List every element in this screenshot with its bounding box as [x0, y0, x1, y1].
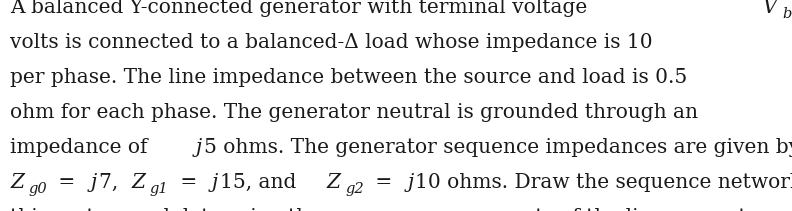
Text: Z: Z: [10, 173, 25, 192]
Text: g2: g2: [345, 182, 364, 196]
Text: bc: bc: [782, 7, 792, 20]
Text: 7,: 7,: [99, 173, 124, 192]
Text: Z: Z: [131, 173, 146, 192]
Text: V: V: [763, 0, 778, 17]
Text: =: =: [174, 173, 204, 192]
Text: j: j: [407, 173, 413, 192]
Text: j: j: [90, 173, 97, 192]
Text: g1: g1: [150, 182, 169, 196]
Text: 10 ohms. Draw the sequence networks for: 10 ohms. Draw the sequence networks for: [415, 173, 792, 192]
Text: ohm for each phase. The generator neutral is grounded through an: ohm for each phase. The generator neutra…: [10, 103, 699, 122]
Text: 15, and: 15, and: [220, 173, 303, 192]
Text: this system and determine the sequence components of the line currents.: this system and determine the sequence c…: [10, 208, 763, 211]
Text: j: j: [196, 138, 202, 157]
Text: g0: g0: [29, 182, 47, 196]
Text: Z: Z: [327, 173, 341, 192]
Text: =: =: [52, 173, 82, 192]
Text: 5 ohms. The generator sequence impedances are given by: 5 ohms. The generator sequence impedance…: [204, 138, 792, 157]
Text: impedance of: impedance of: [10, 138, 154, 157]
Text: j: j: [212, 173, 219, 192]
Text: volts is connected to a balanced-Δ load whose impedance is 10: volts is connected to a balanced-Δ load …: [10, 33, 659, 52]
Text: per phase. The line impedance between the source and load is 0.5: per phase. The line impedance between th…: [10, 68, 687, 87]
Text: =: =: [369, 173, 398, 192]
Text: A balanced Y-connected generator with terminal voltage: A balanced Y-connected generator with te…: [10, 0, 594, 17]
